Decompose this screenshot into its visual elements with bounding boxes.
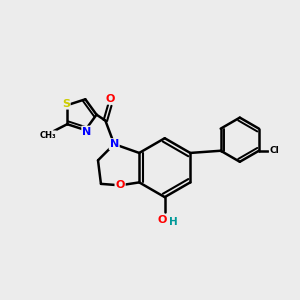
Text: O: O [116,180,125,190]
Text: O: O [105,94,115,104]
Text: Cl: Cl [270,146,279,155]
Text: S: S [62,99,70,109]
Text: N: N [110,139,119,149]
Text: N: N [82,127,92,136]
Text: CH₃: CH₃ [40,131,56,140]
Text: O: O [158,215,167,225]
Text: H: H [169,217,177,227]
